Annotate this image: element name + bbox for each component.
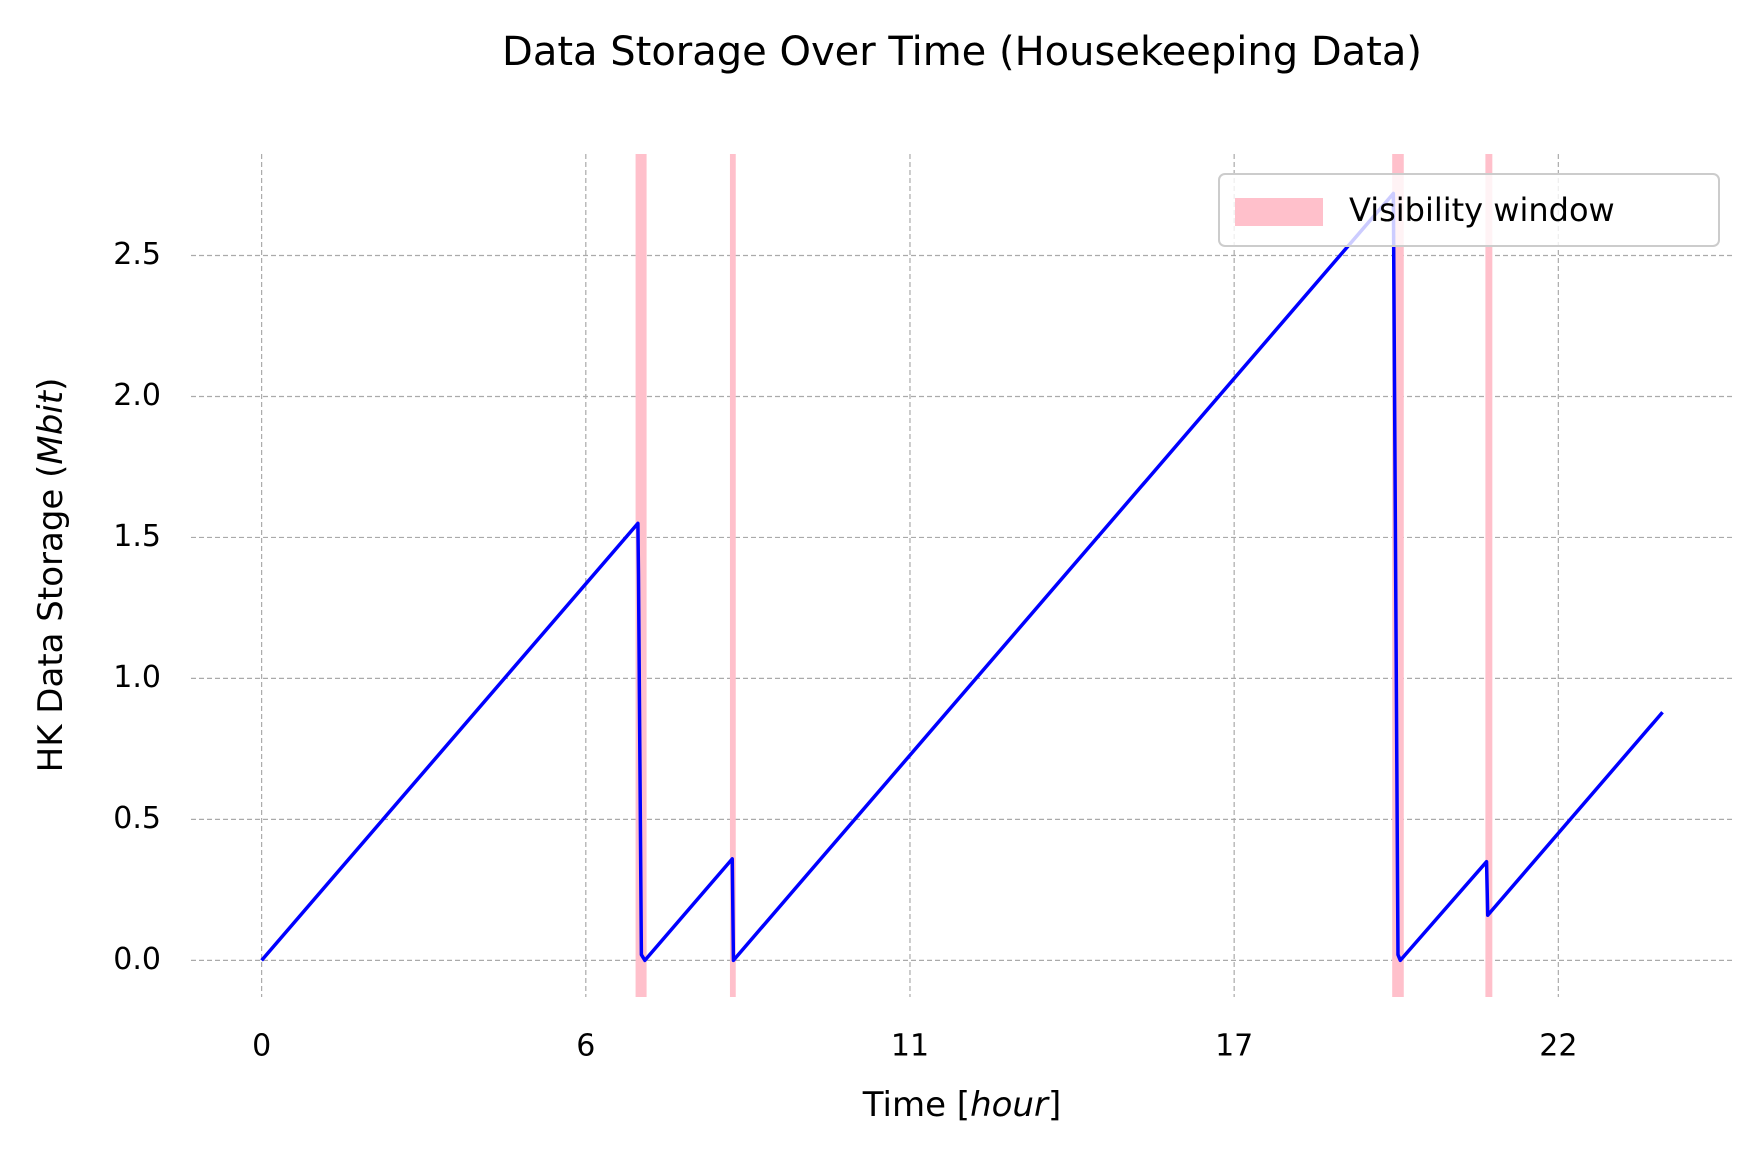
legend-swatch	[1235, 198, 1323, 226]
x-tick-label: 22	[1539, 1029, 1577, 1064]
y-tick-label: 1.0	[113, 660, 161, 695]
visibility-window	[729, 154, 736, 997]
x-tick-label: 0	[252, 1029, 271, 1064]
x-label-part: ]	[1048, 1085, 1061, 1125]
data-line	[260, 191, 1664, 963]
y-axis-label: HK Data Storage (Mbit)	[31, 378, 71, 773]
x-label-part: hour	[970, 1085, 1050, 1125]
x-label-part: Time [	[862, 1085, 970, 1125]
legend-label: Visibility window	[1349, 191, 1615, 229]
y-tick-label: 2.0	[113, 378, 161, 413]
x-tick-label: 11	[891, 1029, 929, 1064]
y-tick-label: 1.5	[113, 519, 161, 554]
y-tick-label: 0.5	[113, 801, 161, 836]
y-label-part: HK Data Storage (	[31, 465, 71, 773]
x-tick-label: 17	[1215, 1029, 1253, 1064]
visibility-window	[1392, 154, 1404, 997]
y-label-part: Mbit	[31, 389, 71, 464]
visibility-window	[1485, 154, 1493, 997]
y-tick-label: 0.0	[113, 942, 161, 977]
x-tick-label: 6	[576, 1029, 595, 1064]
y-label-part: )	[31, 378, 71, 391]
x-axis-label: Time [hour]	[862, 1085, 1061, 1125]
chart-title: Data Storage Over Time (Housekeeping Dat…	[502, 29, 1422, 75]
visibility-window	[635, 154, 647, 997]
legend-box	[1218, 173, 1720, 247]
y-tick-label: 2.5	[113, 237, 161, 272]
